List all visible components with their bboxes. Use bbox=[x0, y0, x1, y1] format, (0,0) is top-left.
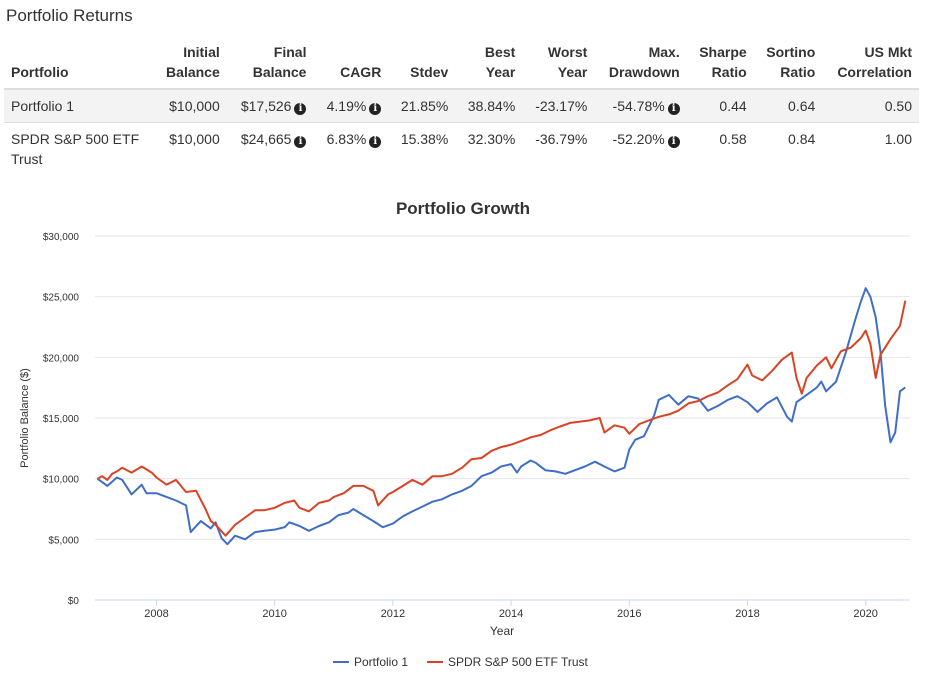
header-max-drawdown: Max. Drawdown bbox=[594, 40, 687, 90]
page-title: Portfolio Returns bbox=[6, 6, 133, 25]
header-sortino-ratio: Sortino Ratio bbox=[753, 40, 823, 90]
cell-max-drawdown: -54.78% i bbox=[594, 88, 687, 123]
legend-label: Portfolio 1 bbox=[354, 655, 408, 669]
table-row: Portfolio 1 $10,000 $17,526 i 4.19% i 21.8… bbox=[4, 88, 919, 123]
y-tick-label: $10,000 bbox=[43, 475, 80, 486]
header-stdev: Stdev bbox=[388, 40, 456, 90]
table-row: SPDR S&P 500 ETF Trust $10,000 $24,665 i … bbox=[4, 122, 919, 175]
legend-item[interactable]: SPDR S&P 500 ETF Trust bbox=[427, 655, 588, 669]
info-circle-icon[interactable]: i bbox=[369, 103, 382, 115]
info-circle-icon[interactable]: i bbox=[667, 136, 680, 148]
header-best-year: Best Year bbox=[455, 40, 523, 90]
x-tick-label: 2012 bbox=[381, 608, 405, 620]
portfolio-returns-table: Portfolio Initial Balance Final Balance CA… bbox=[4, 40, 919, 175]
x-tick-label: 2020 bbox=[853, 608, 877, 620]
cell-best-year: 32.30% bbox=[455, 122, 523, 175]
cell-worst-year: -23.17% bbox=[522, 88, 595, 123]
info-circle-icon[interactable]: i bbox=[294, 103, 307, 115]
y-tick-label: $20,000 bbox=[43, 353, 80, 364]
x-axis-label: Year bbox=[490, 624, 514, 638]
cell-correlation: 1.00 bbox=[822, 122, 919, 175]
info-circle-icon[interactable]: i bbox=[294, 136, 307, 148]
cell-final-balance: $24,665 i bbox=[226, 122, 314, 175]
info-circle-icon[interactable]: i bbox=[369, 136, 382, 148]
cell-sharpe: 0.58 bbox=[686, 122, 754, 175]
cell-correlation: 0.50 bbox=[822, 88, 919, 123]
header-sharpe-ratio: Sharpe Ratio bbox=[686, 40, 754, 90]
cell-best-year: 38.84% bbox=[455, 88, 523, 123]
header-us-mkt-correlation: US Mkt Correlation bbox=[822, 40, 919, 90]
y-tick-label: $5,000 bbox=[48, 535, 79, 546]
y-axis-label: Portfolio Balance ($) bbox=[19, 368, 31, 468]
info-circle-icon[interactable]: i bbox=[667, 103, 680, 115]
cell-worst-year: -36.79% bbox=[522, 122, 595, 175]
portfolio-growth-chart: Portfolio Growth $0 $5,000 $10,000 $15,000 $… bbox=[0, 190, 929, 681]
cell-portfolio-name: Portfolio 1 bbox=[4, 88, 153, 123]
chart-legend: Portfolio 1 SPDR S&P 500 ETF Trust bbox=[333, 655, 588, 669]
x-tick-label: 2018 bbox=[735, 608, 759, 620]
cell-cagr: 4.19% i bbox=[313, 88, 389, 123]
header-worst-year: Worst Year bbox=[522, 40, 595, 90]
legend-label: SPDR S&P 500 ETF Trust bbox=[448, 655, 588, 669]
cell-final-balance: $17,526 i bbox=[226, 88, 314, 123]
y-tick-labels: $0 $5,000 $10,000 $15,000 $20,000 $25,000 $30,… bbox=[43, 232, 80, 607]
cell-max-drawdown: -52.20% i bbox=[594, 122, 687, 175]
series-line bbox=[96, 287, 906, 546]
x-tick-labels: 2008 2010 2012 2014 2016 2018 2020 bbox=[144, 608, 878, 620]
cell-stdev: 21.85% bbox=[388, 88, 456, 123]
cell-sortino: 0.84 bbox=[753, 122, 823, 175]
header-portfolio: Portfolio bbox=[4, 40, 153, 90]
y-tick-label: $25,000 bbox=[43, 293, 80, 304]
x-tick-label: 2016 bbox=[617, 608, 641, 620]
cell-initial-balance: $10,000 bbox=[153, 122, 227, 175]
cell-portfolio-name: SPDR S&P 500 ETF Trust bbox=[4, 122, 153, 175]
y-tick-label: $15,000 bbox=[43, 414, 80, 425]
cell-stdev: 15.38% bbox=[388, 122, 456, 175]
series-layer bbox=[96, 287, 907, 546]
table-header-row: Portfolio Initial Balance Final Balance CA… bbox=[4, 40, 919, 90]
header-initial-balance: Initial Balance bbox=[153, 40, 227, 90]
cell-initial-balance: $10,000 bbox=[153, 88, 227, 123]
header-final-balance: Final Balance bbox=[226, 40, 314, 90]
y-tick-label: $30,000 bbox=[43, 232, 80, 243]
legend-item[interactable]: Portfolio 1 bbox=[333, 655, 408, 669]
x-tick-label: 2014 bbox=[499, 608, 523, 620]
chart-svg: Portfolio Growth $0$5,000$10,000$15,000$… bbox=[19, 199, 910, 669]
header-cagr: CAGR bbox=[313, 40, 389, 90]
series-line bbox=[96, 300, 907, 537]
x-tick-label: 2008 bbox=[144, 608, 168, 620]
grid-layer bbox=[95, 235, 910, 606]
cell-cagr: 6.83% i bbox=[313, 122, 389, 175]
cell-sharpe: 0.44 bbox=[686, 88, 754, 123]
y-tick-label: $0 bbox=[68, 596, 80, 607]
x-tick-label: 2010 bbox=[262, 608, 286, 620]
cell-sortino: 0.64 bbox=[753, 88, 823, 123]
chart-title: Portfolio Growth bbox=[396, 199, 530, 218]
